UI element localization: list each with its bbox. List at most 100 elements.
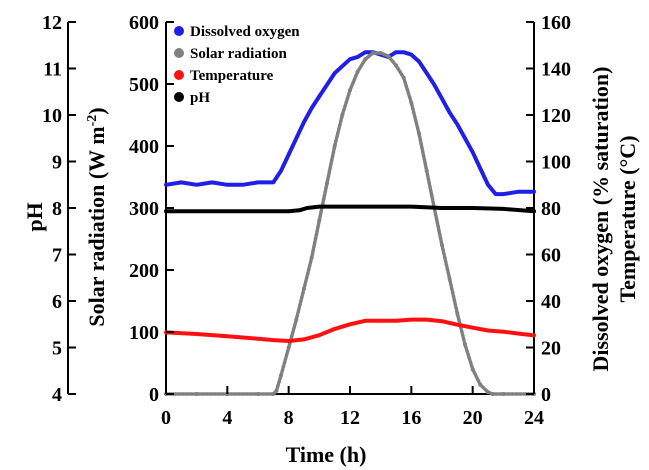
data-point-dissolved_oxygen <box>256 180 260 184</box>
legend-dot-ph <box>174 92 184 102</box>
data-point-dissolved_oxygen <box>432 83 436 87</box>
solar-tick-label: 0 <box>149 384 159 406</box>
ph-tick-label: 9 <box>52 152 62 174</box>
series-line-temperature <box>164 317 536 343</box>
data-point-ph <box>348 205 352 209</box>
data-point-solar_radiation <box>424 168 429 173</box>
data-point-dissolved_oxygen <box>471 150 475 154</box>
solar-axis-title-sup: -2 <box>85 115 100 127</box>
data-point-solar_radiation <box>294 317 299 322</box>
ph-tick-label: 10 <box>42 105 62 127</box>
legend-label-ph: pH <box>190 90 210 106</box>
data-point-ph <box>305 206 309 210</box>
data-point-ph <box>317 205 321 209</box>
data-point-dissolved_oxygen <box>241 183 245 187</box>
data-point-dissolved_oxygen <box>486 183 490 187</box>
data-point-solar_radiation <box>194 392 199 396</box>
data-point-dissolved_oxygen <box>271 180 275 184</box>
data-point-dissolved_oxygen <box>333 71 337 75</box>
data-point-dissolved_oxygen <box>340 64 344 68</box>
data-point-dissolved_oxygen <box>425 71 429 75</box>
x-tick-label: 8 <box>284 407 294 429</box>
ph-tick-label: 11 <box>43 59 62 81</box>
data-point-ph <box>471 206 475 210</box>
data-point-temperature <box>195 332 199 336</box>
solar-tick-label: 200 <box>129 260 159 282</box>
data-point-temperature <box>394 319 398 323</box>
data-point-solar_radiation <box>371 51 375 55</box>
series-line-dissolved_oxygen <box>164 50 536 197</box>
data-point-ph <box>532 209 536 213</box>
series-line-solar_radiation <box>164 51 536 396</box>
data-point-dissolved_oxygen <box>164 183 168 187</box>
data-point-dissolved_oxygen <box>317 94 321 98</box>
data-point-dissolved_oxygen <box>356 55 360 59</box>
data-point-solar_radiation <box>401 75 406 80</box>
legend-label-temperature: Temperature <box>190 68 274 84</box>
x-tick-label: 24 <box>524 407 544 429</box>
data-point-solar_radiation <box>325 181 329 186</box>
ph-tick-label: 5 <box>52 338 62 360</box>
data-point-dissolved_oxygen <box>517 190 521 194</box>
solar-axis-title-main: Solar radiation (W m <box>84 126 109 326</box>
data-point-temperature <box>409 318 413 322</box>
x-axis-title: Time (h) <box>286 442 367 467</box>
solar-axis-title: Solar radiation (W m-2) <box>84 107 109 326</box>
data-point-solar_radiation <box>256 392 260 396</box>
right-tick-label: 60 <box>541 245 561 267</box>
data-point-ph <box>225 209 229 213</box>
data-point-solar_radiation <box>348 88 352 93</box>
data-point-dissolved_oxygen <box>409 53 413 57</box>
data-point-ph <box>379 205 383 209</box>
temperature-axis-title: Temperature (°C) <box>615 135 640 302</box>
data-point-ph <box>409 205 413 209</box>
data-point-dissolved_oxygen <box>455 122 459 126</box>
data-point-solar_radiation <box>490 392 495 396</box>
data-point-dissolved_oxygen <box>287 153 291 156</box>
data-point-solar_radiation <box>470 367 475 372</box>
data-point-solar_radiation <box>317 218 322 223</box>
right-tick-label: 40 <box>541 291 561 313</box>
data-point-temperature <box>271 338 275 342</box>
data-point-ph <box>256 209 260 213</box>
data-point-solar_radiation <box>309 255 314 260</box>
solar-axis-title-end: ) <box>84 107 109 114</box>
data-point-solar_radiation <box>271 392 276 396</box>
data-point-dissolved_oxygen <box>394 50 398 54</box>
data-point-dissolved_oxygen <box>448 111 452 115</box>
data-point-temperature <box>471 326 475 330</box>
solar-tick-label: 100 <box>129 322 159 344</box>
data-point-ph <box>297 208 301 212</box>
data-point-temperature <box>486 329 490 332</box>
data-point-dissolved_oxygen <box>463 136 467 140</box>
data-point-dissolved_oxygen <box>494 192 498 196</box>
oxygen-axis-title: Dissolved oxygen (% saturation) <box>588 67 613 372</box>
data-point-solar_radiation <box>394 63 398 68</box>
data-point-solar_radiation <box>486 390 490 395</box>
data-point-ph <box>195 209 199 213</box>
right-tick-label: 140 <box>541 59 571 81</box>
solar-tick-label: 600 <box>129 12 159 34</box>
x-tick-label: 16 <box>401 407 421 429</box>
ticks-layer: 0 4 8 12 16 20 2445678910111201002003004005006… <box>42 12 571 429</box>
data-point-solar_radiation <box>302 286 306 291</box>
data-point-dissolved_oxygen <box>279 169 283 173</box>
data-point-temperature <box>379 319 383 323</box>
data-point-dissolved_oxygen <box>478 167 482 170</box>
ph-tick-label: 6 <box>52 291 62 313</box>
data-point-ph <box>501 207 505 211</box>
data-point-dissolved_oxygen <box>294 136 298 140</box>
legend-dot-dissolved-oxygen <box>174 26 184 36</box>
data-point-dissolved_oxygen <box>532 190 536 194</box>
legend-dot-temperature <box>174 70 184 80</box>
data-point-dissolved_oxygen <box>348 57 352 61</box>
data-point-temperature <box>348 322 352 326</box>
data-point-dissolved_oxygen <box>225 183 229 187</box>
x-tick-label: 4 <box>222 407 232 429</box>
data-point-dissolved_oxygen <box>302 120 306 124</box>
x-tick-label: 20 <box>463 407 483 429</box>
data-point-temperature <box>225 334 229 338</box>
legend: Dissolved oxygen Solar radiation Tempera… <box>174 24 300 106</box>
x-tick-label: 0 <box>161 407 171 429</box>
